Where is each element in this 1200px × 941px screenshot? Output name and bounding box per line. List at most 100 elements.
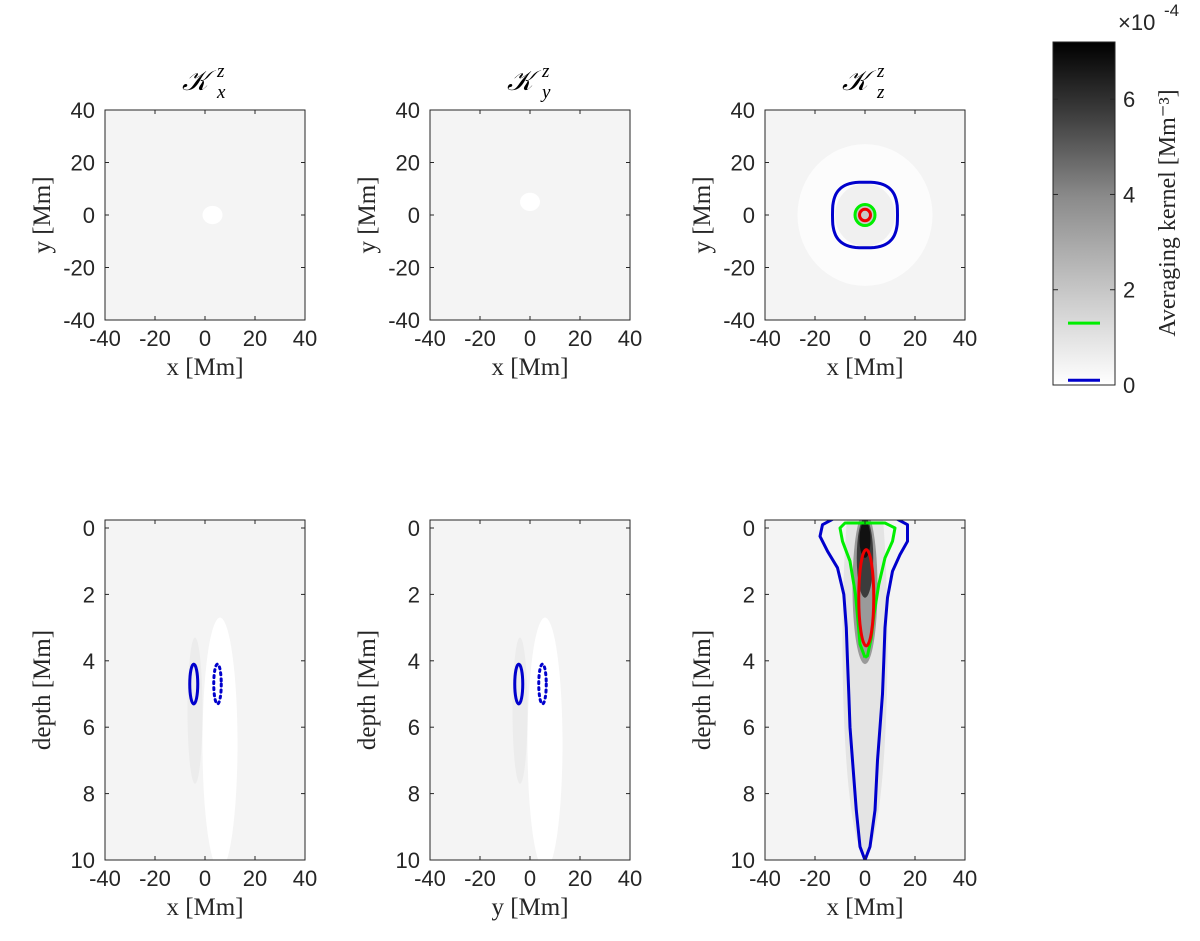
x-tick-label: 20 bbox=[243, 866, 267, 891]
y-tick-label: 4 bbox=[408, 649, 420, 674]
y-tick-label: 0 bbox=[83, 203, 95, 228]
x-tick-label: 0 bbox=[199, 866, 211, 891]
y-tick-label: 6 bbox=[743, 715, 755, 740]
x-tick-label: -40 bbox=[749, 866, 781, 891]
y-tick-label: 10 bbox=[71, 848, 95, 873]
y-tick-label: 0 bbox=[83, 516, 95, 541]
x-tick-label: 0 bbox=[859, 326, 871, 351]
panel-title-superscript: z bbox=[541, 61, 550, 82]
contour-line-2 bbox=[853, 203, 877, 227]
y-tick-label: -40 bbox=[723, 308, 755, 333]
x-tick-label: 20 bbox=[903, 866, 927, 891]
panel-title: 𝒦 bbox=[842, 66, 877, 97]
contour-line-1 bbox=[818, 520, 909, 860]
kernel-intensity-3 bbox=[855, 204, 875, 226]
y-tick-label: 4 bbox=[83, 649, 95, 674]
y-tick-label: 20 bbox=[396, 151, 420, 176]
contour-line-2 bbox=[537, 662, 548, 706]
y-axis-label: y [Mm] bbox=[354, 176, 381, 253]
panel-5: -40 -20 0 20 40 0 2 4 6 8 10 y [Mm] depth [Mm] bbox=[354, 516, 642, 921]
colorbar-gradient bbox=[1053, 42, 1115, 385]
x-tick-label: -40 bbox=[749, 326, 781, 351]
colorbar-tick-label: 0 bbox=[1123, 373, 1135, 398]
contour-line-3 bbox=[858, 207, 872, 223]
kernel-intensity-1 bbox=[520, 192, 540, 212]
x-axis-label: x [Mm] bbox=[491, 354, 568, 381]
x-tick-label: 0 bbox=[524, 866, 536, 891]
y-tick-label: 2 bbox=[408, 582, 420, 607]
y-tick-label: 10 bbox=[396, 848, 420, 873]
x-tick-label: 40 bbox=[953, 326, 977, 351]
kernel-intensity-1 bbox=[527, 617, 563, 860]
colorbar-label: Averaging kernel [Mm⁻³] bbox=[1155, 89, 1181, 336]
y-tick-label: 0 bbox=[408, 203, 420, 228]
x-tick-label: -20 bbox=[464, 326, 496, 351]
x-tick-label: 0 bbox=[524, 326, 536, 351]
y-tick-label: 6 bbox=[83, 715, 95, 740]
y-tick-label: 2 bbox=[743, 582, 755, 607]
y-axis-label: depth [Mm] bbox=[29, 630, 56, 750]
x-tick-label: 20 bbox=[568, 866, 592, 891]
x-tick-label: -40 bbox=[414, 866, 446, 891]
x-axis-label: x [Mm] bbox=[826, 354, 903, 381]
x-tick-label: 40 bbox=[618, 866, 642, 891]
x-axis-label: x [Mm] bbox=[826, 894, 903, 921]
y-axis-label: y [Mm] bbox=[689, 176, 716, 253]
kernel-intensity-2 bbox=[512, 637, 528, 784]
panel-title: 𝒦 bbox=[507, 66, 542, 97]
x-tick-label: 0 bbox=[199, 326, 211, 351]
x-tick-label: 40 bbox=[293, 326, 317, 351]
x-tick-label: 0 bbox=[859, 866, 871, 891]
y-tick-label: 20 bbox=[731, 151, 755, 176]
y-tick-label: 6 bbox=[408, 715, 420, 740]
y-tick-label: -40 bbox=[388, 308, 420, 333]
y-tick-label: 4 bbox=[743, 649, 755, 674]
panel-6: -40 -20 0 20 40 0 2 4 6 8 10 x [Mm] depth [Mm] bbox=[689, 516, 977, 921]
colorbar-exponent: -4 bbox=[1164, 1, 1179, 20]
y-axis-label: depth [Mm] bbox=[354, 630, 381, 750]
y-tick-label: -20 bbox=[388, 256, 420, 281]
y-tick-label: 10 bbox=[731, 848, 755, 873]
y-tick-label: -20 bbox=[723, 256, 755, 281]
colorbar-tick-label: 4 bbox=[1123, 182, 1135, 207]
x-tick-label: 20 bbox=[568, 326, 592, 351]
x-tick-label: -40 bbox=[89, 326, 121, 351]
colorbar-multiplier: ×10 bbox=[1118, 10, 1155, 35]
contour-line-1 bbox=[830, 180, 899, 250]
y-tick-label: 0 bbox=[408, 516, 420, 541]
x-axis-label: x [Mm] bbox=[166, 894, 243, 921]
colorbar-frame bbox=[1052, 41, 1116, 386]
x-axis-label: y [Mm] bbox=[491, 894, 568, 921]
y-tick-label: 0 bbox=[743, 516, 755, 541]
panel-title: 𝒦 bbox=[182, 66, 217, 97]
panel-title-subscript: y bbox=[540, 82, 551, 103]
y-tick-label: 40 bbox=[396, 98, 420, 123]
panel-1: -40 -20 0 20 40 40 20 0 -20 -40 x [Mm] y [Mm] 𝒦 zx bbox=[29, 61, 317, 381]
y-axis-label: depth [Mm] bbox=[689, 630, 716, 750]
y-tick-label: 8 bbox=[408, 782, 420, 807]
contour-line-2 bbox=[212, 662, 223, 706]
x-tick-label: -20 bbox=[799, 866, 831, 891]
x-tick-label: 20 bbox=[903, 326, 927, 351]
panel-title-superscript: z bbox=[876, 61, 885, 82]
x-tick-label: 20 bbox=[243, 326, 267, 351]
y-tick-label: 2 bbox=[83, 582, 95, 607]
x-axis-label: x [Mm] bbox=[166, 354, 243, 381]
x-tick-label: -20 bbox=[464, 866, 496, 891]
y-tick-label: 40 bbox=[71, 98, 95, 123]
panel-3: -40 -20 0 20 40 40 20 0 -20 -40 x [Mm] y [Mm] 𝒦 zz bbox=[689, 61, 977, 381]
panel-title-subscript: x bbox=[216, 82, 226, 103]
y-tick-label: 0 bbox=[743, 203, 755, 228]
x-tick-label: -40 bbox=[414, 326, 446, 351]
kernel-intensity-1 bbox=[202, 617, 238, 860]
panel-2: -40 -20 0 20 40 40 20 0 -20 -40 x [Mm] y [Mm] 𝒦 zy bbox=[354, 61, 642, 381]
kernel-intensity-1 bbox=[202, 205, 223, 225]
panel-title-subscript: z bbox=[876, 82, 885, 103]
x-tick-label: -40 bbox=[89, 866, 121, 891]
x-tick-label: -20 bbox=[139, 326, 171, 351]
y-tick-label: 20 bbox=[71, 151, 95, 176]
y-tick-label: 40 bbox=[731, 98, 755, 123]
kernel-intensity-2 bbox=[187, 637, 203, 784]
panel-4: -40 -20 0 20 40 0 2 4 6 8 10 x [Mm] depth [Mm] bbox=[29, 516, 317, 921]
